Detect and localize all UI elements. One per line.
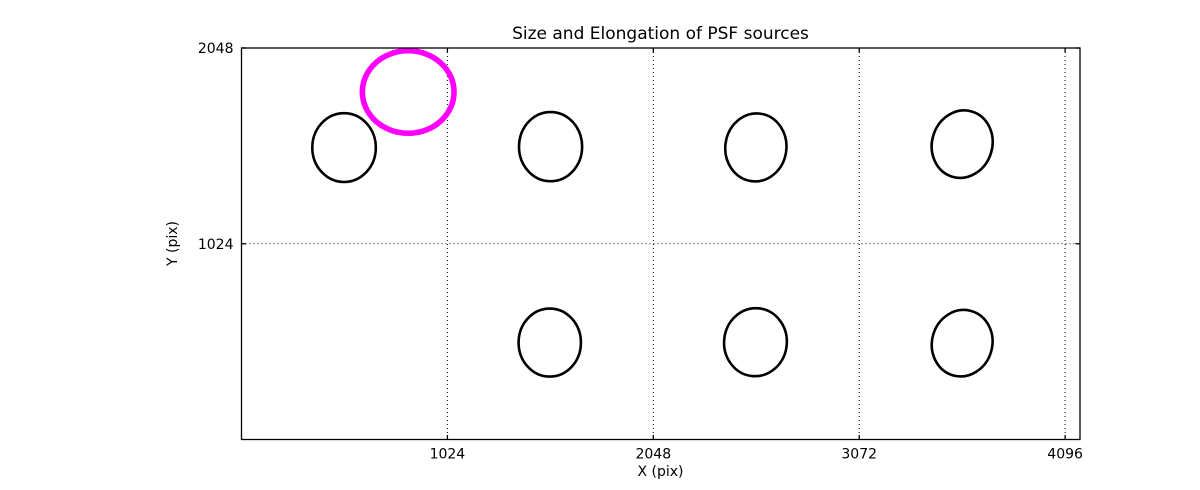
psf-sources-5 [722, 306, 789, 378]
y-tick-label-2048: 2048 [198, 41, 234, 57]
psf-sources-6 [930, 308, 994, 378]
ellipse-layer [310, 47, 994, 378]
psf-sources-3 [930, 109, 994, 180]
psf-sources-1 [517, 110, 584, 183]
y-axis-label: Y (pix) [165, 221, 181, 267]
x-tick-label-2048: 2048 [635, 447, 671, 463]
tick-label-layer: 1024 2048 3072 4096 1024 2048 [198, 41, 1083, 463]
x-tick-label-4096: 4096 [1047, 447, 1083, 463]
chart-title: Size and Elongation of PSF sources [512, 24, 809, 44]
x-tick-label-3072: 3072 [841, 447, 877, 463]
psf-sources-4 [517, 307, 583, 378]
x-axis-label: X (pix) [637, 464, 683, 480]
y-tick-label-1024: 1024 [198, 237, 234, 253]
reference-circle-0 [359, 47, 457, 137]
psf-sources-2 [723, 112, 788, 183]
psf-sources-0 [310, 111, 378, 184]
x-tick-label-1024: 1024 [430, 447, 466, 463]
tick-layer [241, 47, 1080, 440]
